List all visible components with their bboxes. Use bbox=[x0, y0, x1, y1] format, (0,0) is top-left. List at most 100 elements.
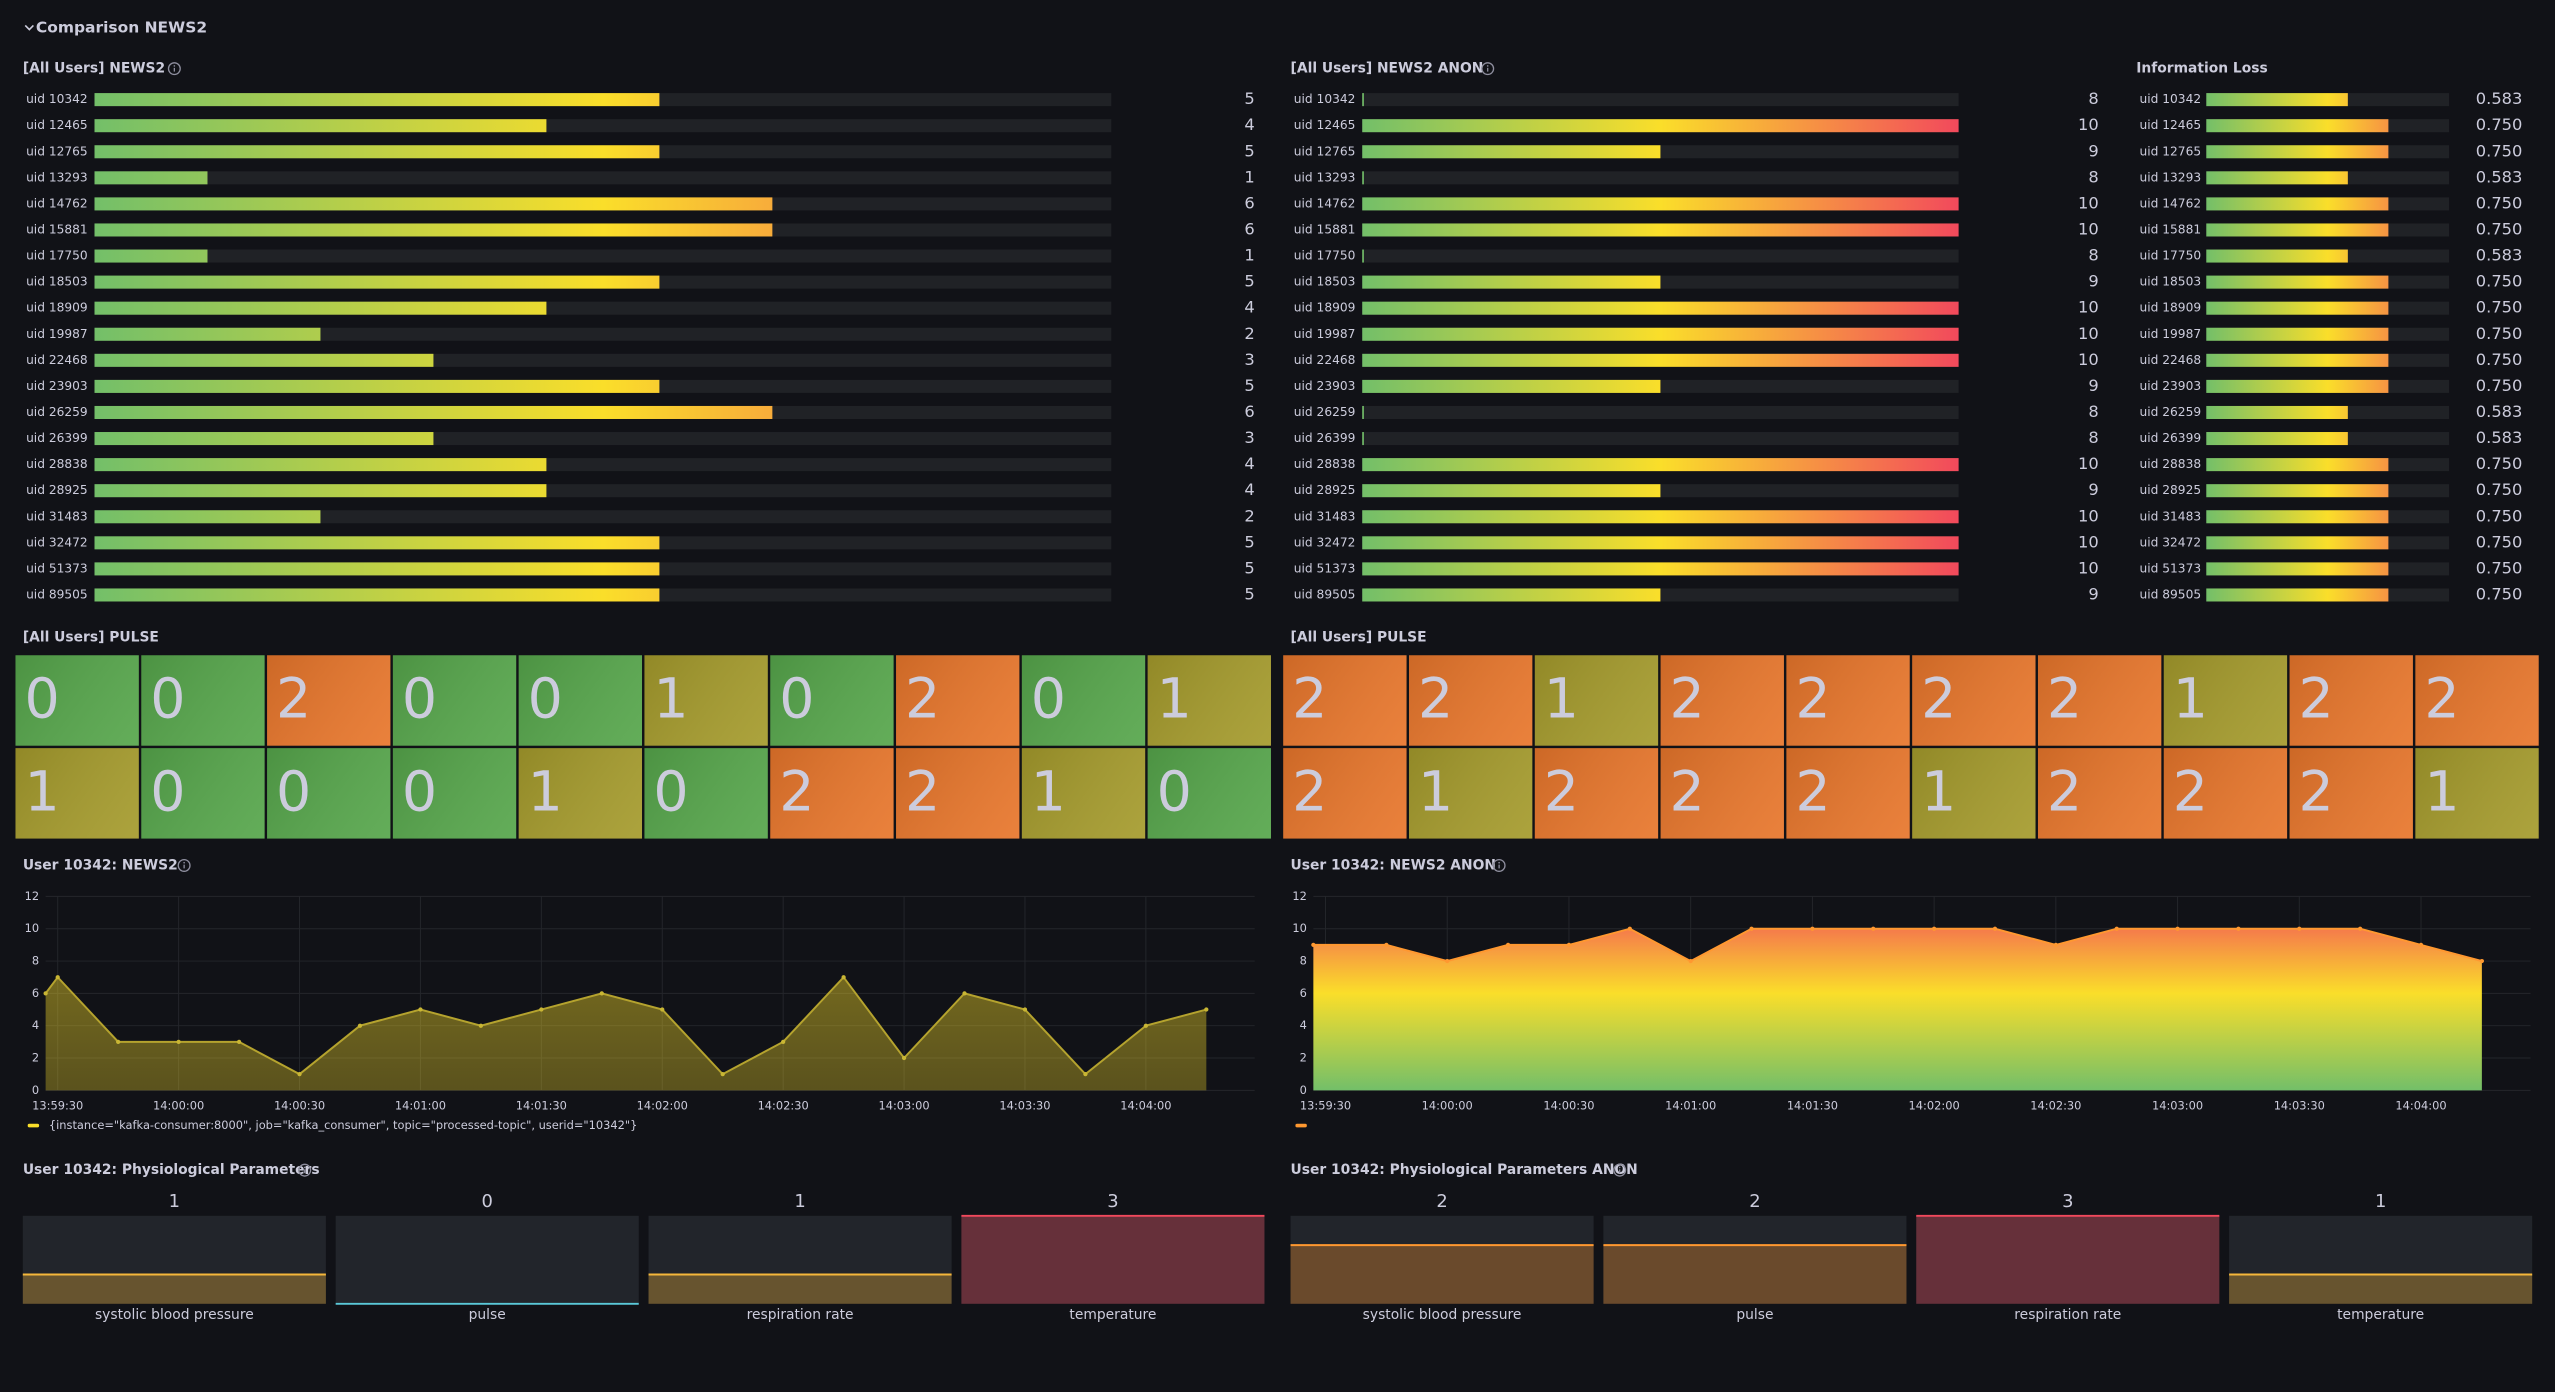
bar bbox=[1362, 379, 1661, 393]
panel-title: [All Users] PULSE bbox=[23, 629, 159, 645]
bar-value: 9 bbox=[2088, 376, 2098, 395]
bar bbox=[2206, 562, 2389, 576]
bar bbox=[94, 536, 660, 550]
bar-value: 10 bbox=[2078, 193, 2099, 212]
bar-value: 6 bbox=[1244, 402, 1254, 421]
user-label: uid 51373 bbox=[26, 561, 88, 575]
user-label: uid 89505 bbox=[2139, 587, 2201, 601]
bar-value: 0.750 bbox=[2476, 219, 2523, 238]
y-tick-label: 6 bbox=[1300, 986, 1307, 1000]
bar-value: 4 bbox=[1244, 454, 1254, 473]
user-label: uid 13293 bbox=[1294, 170, 1356, 184]
bar-track bbox=[1362, 93, 1959, 107]
gauge-track bbox=[961, 1215, 1265, 1304]
stat-tile-shade bbox=[1660, 748, 1784, 839]
user-label: uid 10342 bbox=[2139, 92, 2201, 106]
info-icon bbox=[1481, 62, 1495, 76]
stat-tile-shade bbox=[770, 748, 894, 839]
bar bbox=[94, 327, 321, 341]
y-tick-label: 2 bbox=[1300, 1051, 1307, 1065]
bar bbox=[2206, 327, 2389, 341]
data-point bbox=[1871, 926, 1876, 931]
stat-value: 2 bbox=[2047, 668, 2082, 732]
bar-value: 0.750 bbox=[2476, 454, 2523, 473]
gauge-track bbox=[1916, 1215, 2220, 1304]
user-label: uid 32472 bbox=[1294, 535, 1356, 549]
panel-title: User 10342: NEWS2 bbox=[23, 857, 178, 873]
x-tick-label: 14:03:00 bbox=[2152, 1098, 2203, 1112]
data-point bbox=[1143, 1023, 1148, 1028]
stat-value: 2 bbox=[1795, 668, 1830, 732]
bar-value: 9 bbox=[2088, 272, 2098, 291]
data-point bbox=[901, 1055, 907, 1061]
stat-tile-shade bbox=[392, 748, 517, 839]
x-tick-label: 13:59:30 bbox=[1300, 1098, 1351, 1112]
user-label: uid 89505 bbox=[26, 587, 88, 601]
bar bbox=[94, 432, 434, 446]
user-label: uid 19987 bbox=[1294, 327, 1356, 341]
user-label: uid 28838 bbox=[1294, 457, 1356, 471]
bar bbox=[2206, 405, 2348, 419]
stat-tile-shade bbox=[896, 748, 1020, 839]
stat-tile-shade bbox=[1660, 655, 1784, 746]
y-tick-label: 8 bbox=[32, 954, 39, 968]
gauge-track bbox=[1603, 1215, 1907, 1304]
gauge-label: systolic blood pressure bbox=[1363, 1307, 1522, 1323]
stat-tile-shade bbox=[1534, 748, 1659, 839]
data-point bbox=[1627, 926, 1632, 931]
data-point bbox=[841, 975, 846, 980]
user-label: uid 15881 bbox=[1294, 222, 1356, 236]
panel-title: User 10342: Physiological Parameters bbox=[23, 1162, 320, 1178]
y-tick-label: 0 bbox=[1300, 1083, 1307, 1097]
data-point bbox=[1749, 926, 1754, 931]
stat-tile-shade bbox=[518, 655, 643, 746]
bar bbox=[2206, 458, 2389, 472]
bar-value: 5 bbox=[1244, 272, 1254, 291]
info-icon bbox=[173, 65, 176, 67]
stat-value: 1 bbox=[1157, 668, 1192, 732]
bar-value: 10 bbox=[2078, 506, 2099, 525]
gauge-value: 1 bbox=[169, 1191, 180, 1212]
stat-value: 1 bbox=[528, 761, 563, 825]
user-label: uid 26259 bbox=[1294, 405, 1356, 419]
stat-tile-shade bbox=[1912, 655, 2036, 746]
user-label: uid 28925 bbox=[2139, 483, 2201, 497]
bar-value: 10 bbox=[2078, 219, 2099, 238]
bar bbox=[2206, 301, 2389, 315]
data-point bbox=[2053, 942, 2058, 948]
row-title[interactable]: Comparison NEWS2 bbox=[36, 18, 207, 36]
stat-value: 2 bbox=[2299, 668, 2334, 732]
bar bbox=[1362, 145, 1661, 159]
panel-title: [All Users] NEWS2 ANON bbox=[1291, 61, 1484, 77]
gauge-label: respiration rate bbox=[747, 1307, 854, 1323]
bar bbox=[94, 275, 660, 289]
bar-value: 4 bbox=[1244, 480, 1254, 499]
stat-tile-shade bbox=[1408, 655, 1533, 746]
gauge-bar bbox=[1603, 1245, 1907, 1304]
stat-value: 2 bbox=[1544, 761, 1579, 825]
stat-value: 0 bbox=[150, 761, 185, 825]
user-label: uid 51373 bbox=[2139, 561, 2201, 575]
stat-tile-shade bbox=[267, 748, 391, 839]
stat-value: 0 bbox=[24, 668, 59, 732]
bar-value: 0.750 bbox=[2476, 350, 2523, 369]
bar bbox=[2206, 223, 2389, 237]
bar-value: 4 bbox=[1244, 115, 1254, 134]
bar bbox=[1362, 484, 1661, 498]
bar bbox=[1362, 353, 1959, 367]
stat-tile-shade bbox=[1408, 748, 1533, 839]
collapse-chevron[interactable] bbox=[24, 24, 34, 31]
user-label: uid 12765 bbox=[2139, 144, 2201, 158]
user-label: uid 12465 bbox=[1294, 118, 1356, 132]
bar-value: 0.750 bbox=[2476, 115, 2523, 134]
data-point bbox=[1992, 926, 1998, 931]
gauge-track bbox=[648, 1215, 952, 1304]
stat-value: 2 bbox=[905, 668, 940, 732]
data-point bbox=[2297, 926, 2302, 931]
stat-tile-shade bbox=[2037, 748, 2162, 839]
bar-value: 5 bbox=[1244, 558, 1254, 577]
info-icon bbox=[177, 858, 191, 872]
bar-value: 0.750 bbox=[2476, 324, 2523, 343]
user-label: uid 26399 bbox=[26, 431, 88, 445]
user-label: uid 18503 bbox=[1294, 275, 1356, 289]
